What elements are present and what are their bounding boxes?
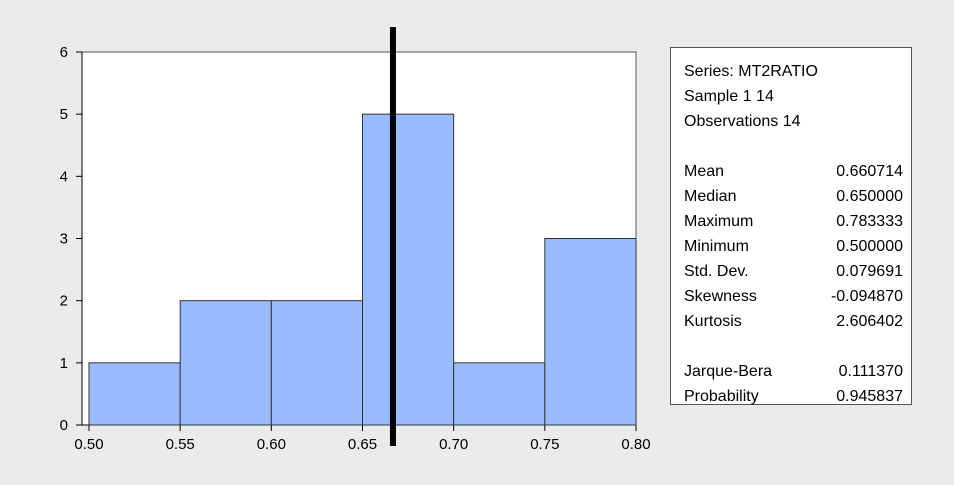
stat-rows: Mean 0.660714 Median 0.650000 Maximum 0.78333… bbox=[684, 159, 911, 334]
stat-kurtosis: Kurtosis 2.606402 bbox=[684, 309, 911, 334]
bar-2 bbox=[270, 300, 364, 426]
y-tick-label: 5 bbox=[60, 106, 68, 123]
stat-label: Maximum bbox=[684, 213, 754, 230]
x-tick-label: 0.50 bbox=[74, 436, 103, 453]
stat-value: 0.783333 bbox=[836, 213, 903, 230]
sample-range: Sample 1 14 bbox=[684, 88, 774, 105]
stat-median: Median 0.650000 bbox=[684, 184, 911, 209]
stat-value: 0.079691 bbox=[836, 263, 903, 280]
stat-skewness: Skewness -0.094870 bbox=[684, 284, 911, 309]
stat-label: Std. Dev. bbox=[684, 263, 749, 280]
stat-value: 2.606402 bbox=[836, 313, 903, 330]
y-tick-label: 3 bbox=[60, 231, 68, 248]
descriptive-stats-panel: Series: MT2RATIO Sample 1 14 Observation… bbox=[670, 47, 912, 405]
x-axis: 0.50 0.55 0.60 0.65 0.70 0.75 0.80 bbox=[74, 424, 651, 453]
bar-5 bbox=[544, 238, 637, 426]
stat-value: -0.094870 bbox=[830, 288, 903, 305]
x-tick-label: 0.70 bbox=[439, 436, 468, 453]
observations-count: Observations 14 bbox=[684, 113, 801, 130]
stat-value: 0.650000 bbox=[836, 188, 903, 205]
stat-mean: Mean 0.660714 bbox=[684, 159, 911, 184]
stat-value: 0.945837 bbox=[836, 388, 903, 405]
stat-label: Median bbox=[684, 188, 737, 205]
stat-label: Kurtosis bbox=[684, 313, 742, 330]
bar-1 bbox=[179, 300, 272, 426]
x-tick-label: 0.60 bbox=[257, 436, 286, 453]
stat-label: Probability bbox=[684, 388, 759, 405]
stat-label: Jarque-Bera bbox=[684, 363, 773, 380]
bar-3 bbox=[362, 113, 455, 426]
y-tick-label: 4 bbox=[60, 168, 68, 185]
y-axis: 0 1 2 3 4 5 6 bbox=[60, 44, 83, 434]
bar-4 bbox=[453, 362, 546, 426]
y-tick-label: 2 bbox=[60, 293, 68, 310]
x-tick-label: 0.75 bbox=[530, 436, 559, 453]
bar-0 bbox=[88, 362, 181, 426]
stat-value: 0.660714 bbox=[836, 163, 903, 180]
stat-std-dev: Std. Dev. 0.079691 bbox=[684, 259, 911, 284]
stat-maximum: Maximum 0.783333 bbox=[684, 209, 911, 234]
stat-label: Minimum bbox=[684, 238, 749, 255]
test-jarque-bera: Jarque-Bera 0.111370 bbox=[684, 359, 911, 384]
y-tick-label: 6 bbox=[60, 44, 68, 61]
stat-value: 0.500000 bbox=[836, 238, 903, 255]
x-tick-label: 0.80 bbox=[621, 436, 650, 453]
x-tick-label: 0.55 bbox=[166, 436, 195, 453]
test-probability: Probability 0.945837 bbox=[684, 384, 911, 409]
stat-label: Skewness bbox=[684, 288, 757, 305]
y-tick-label: 1 bbox=[60, 355, 68, 372]
series-name: Series: MT2RATIO bbox=[684, 63, 818, 80]
stat-value: 0.111370 bbox=[838, 363, 903, 380]
stat-label: Mean bbox=[684, 163, 725, 180]
histogram-chart: 0 1 2 3 4 5 6 0.50 0.55 0.60 0.65 0.70 0.75 0.80 bbox=[60, 27, 651, 453]
y-tick-label: 0 bbox=[60, 417, 68, 434]
x-tick-label: 0.65 bbox=[348, 436, 377, 453]
test-rows: Jarque-Bera 0.111370 Probability 0.945837 bbox=[684, 359, 911, 409]
stat-minimum: Minimum 0.500000 bbox=[684, 234, 911, 259]
bars bbox=[88, 113, 637, 426]
